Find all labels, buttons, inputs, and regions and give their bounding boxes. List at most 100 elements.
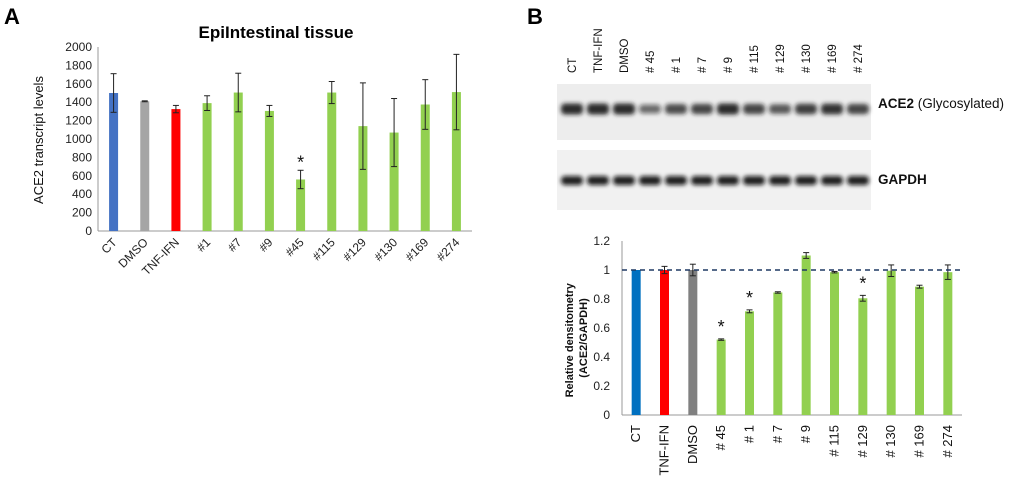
chart-b-x-tick-label: # 45 bbox=[713, 425, 728, 450]
chart-b-bar bbox=[688, 270, 698, 415]
gapdh-blot-bands bbox=[561, 176, 869, 185]
chart-a-y-tick-label: 800 bbox=[72, 150, 92, 164]
chart-b-x-tick-label: # 9 bbox=[798, 425, 813, 443]
chart-a-x-tick-label: #169 bbox=[403, 235, 432, 264]
chart-b-ylabel-line2: (ACE2/GAPDH) bbox=[578, 298, 590, 378]
chart-a-y-tick-label: 0 bbox=[85, 224, 92, 238]
chart-a-bar bbox=[264, 110, 274, 231]
ace2-blot-bands bbox=[561, 103, 869, 115]
chart-b-x-tick-label: # 169 bbox=[912, 425, 927, 458]
chart-b-bar bbox=[801, 255, 811, 415]
chart-a-bar bbox=[140, 101, 150, 231]
chart-b-x-tick-label: # 129 bbox=[855, 425, 870, 458]
chart-a-bar bbox=[233, 92, 243, 231]
chart-a-bar bbox=[296, 179, 306, 231]
chart-a-x-tick-label: #7 bbox=[225, 235, 245, 255]
chart-a-y-tick-label: 1600 bbox=[65, 77, 92, 91]
chart-b-x-tick-label: # 115 bbox=[827, 425, 842, 457]
ace2-blot-band bbox=[743, 103, 765, 115]
chart-b-bar bbox=[631, 270, 641, 415]
chart-a-y-axis: 0 200 400 600 800 1000 1200 1400 1600 1800 2000 bbox=[65, 40, 472, 238]
gapdh-blot-band bbox=[769, 176, 791, 185]
panel-a: A EpiIntestinal tissue ACE2 transcript l… bbox=[4, 4, 472, 278]
blot-lane-label: # 130 bbox=[801, 44, 813, 73]
chart-b-y-tick-label: 0.4 bbox=[593, 350, 610, 364]
chart-b-x-labels: CT TNF-IFN DMSO # 45 # 1 # 7 # 9 # 115 # 129 # 13… bbox=[628, 425, 955, 476]
chart-b-ylabel: Relative densitometry (ACE2/GAPDH) bbox=[560, 279, 590, 398]
ace2-blot-background bbox=[557, 84, 871, 140]
gapdh-blot-band bbox=[717, 176, 739, 185]
blot-lane-labels: CT TNF-IFN DMSO # 45 # 1 # 7 # 9 # 115 # 129 # 13… bbox=[567, 28, 865, 73]
chart-a-y-tick-label: 600 bbox=[72, 169, 92, 183]
blot-lane-label: TNF-IFN bbox=[593, 28, 605, 73]
chart-b-y-tick-label: 1.2 bbox=[593, 234, 610, 248]
ace2-blot-band bbox=[847, 103, 869, 115]
ace2-blot-band bbox=[769, 104, 791, 114]
gapdh-blot-band bbox=[587, 176, 609, 185]
chart-a-bar bbox=[451, 92, 461, 231]
chart-b-bar bbox=[745, 311, 754, 415]
chart-b-y-tick-label: 0.8 bbox=[593, 292, 610, 306]
chart-a-bar bbox=[171, 109, 181, 231]
chart-a-y-tick-label: 2000 bbox=[65, 40, 92, 54]
chart-a-x-tick-label: #45 bbox=[283, 235, 307, 259]
chart-a-y-tick-label: 1000 bbox=[65, 132, 92, 146]
blot-lane-label: CT bbox=[567, 58, 579, 73]
chart-a-y-tick-label: 400 bbox=[72, 187, 92, 201]
gapdh-blot-band bbox=[847, 176, 869, 185]
chart-b-bars: * * * bbox=[622, 252, 962, 415]
blot-lane-label: # 1 bbox=[671, 57, 683, 73]
ace2-blot-band bbox=[717, 103, 739, 115]
chart-a-x-tick-label: CT bbox=[98, 235, 120, 257]
chart-a-bar bbox=[327, 92, 337, 231]
chart-a-x-tick-label: #129 bbox=[340, 235, 369, 264]
chart-b-x-tick-label: TNF-IFN bbox=[657, 425, 672, 476]
ace2-blot-band bbox=[665, 104, 687, 114]
chart-a-x-tick-label: #9 bbox=[256, 235, 276, 255]
chart-a-bar bbox=[389, 132, 399, 231]
chart-b-bar bbox=[858, 298, 868, 415]
ace2-blot-band bbox=[691, 103, 713, 115]
chart-b-bar bbox=[660, 270, 669, 415]
panel-b: B CT TNF-IFN DMSO # 45 # 1 # 7 # 9 # 115 # 129 # … bbox=[527, 4, 1004, 476]
gapdh-blot-band bbox=[691, 176, 713, 185]
chart-a-y-tick-label: 200 bbox=[72, 206, 92, 220]
chart-a-ylabel: ACE2 transcript levels bbox=[31, 76, 46, 204]
chart-a-y-tick-label: 1800 bbox=[65, 58, 92, 72]
ace2-blot-band bbox=[795, 103, 817, 115]
gapdh-blot-band bbox=[743, 176, 765, 185]
gapdh-blot-band bbox=[821, 176, 843, 185]
blot-lane-label: # 274 bbox=[853, 44, 865, 73]
chart-b-y-tick-label: 1 bbox=[603, 263, 610, 277]
blot-lane-label: # 45 bbox=[645, 51, 657, 73]
chart-b-y-tick-label: 0.6 bbox=[593, 321, 610, 335]
chart-b-x-tick-label: CT bbox=[628, 425, 643, 442]
gapdh-blot-background bbox=[557, 150, 871, 210]
chart-a-bars: * bbox=[109, 53, 461, 231]
panel-a-label: A bbox=[4, 4, 20, 29]
ace2-blot-label: ACE2 (Glycosylated) bbox=[878, 96, 1004, 111]
ace2-blot-band bbox=[613, 103, 635, 115]
chart-a-y-tick-label: 1200 bbox=[65, 114, 92, 128]
chart-a-x-tick-label: #115 bbox=[310, 235, 338, 263]
ace2-blot-band bbox=[561, 103, 583, 115]
chart-a-y-tick-label: 1400 bbox=[65, 95, 92, 109]
ace2-blot-label-rest: (Glycosylated) bbox=[914, 96, 1004, 111]
gapdh-blot-band bbox=[613, 176, 635, 185]
ace2-blot-band bbox=[821, 103, 843, 115]
chart-a-x-tick-label: #1 bbox=[194, 235, 214, 255]
chart-b-significance-star: * bbox=[746, 288, 753, 308]
chart-b-y-tick-label: 0.2 bbox=[593, 379, 610, 393]
chart-b-bar bbox=[773, 292, 783, 415]
chart-a-bar bbox=[109, 93, 119, 231]
blot-lane-label: # 129 bbox=[775, 44, 787, 73]
chart-b-x-tick-label: # 7 bbox=[770, 425, 785, 443]
gapdh-blot-label: GAPDH bbox=[878, 172, 927, 187]
chart-b-x-tick-label: # 274 bbox=[940, 425, 955, 458]
chart-a-bar bbox=[202, 103, 212, 231]
panel-b-label: B bbox=[527, 4, 543, 29]
chart-b-x-tick-label: DMSO bbox=[685, 425, 700, 464]
gapdh-blot-band bbox=[795, 176, 817, 185]
